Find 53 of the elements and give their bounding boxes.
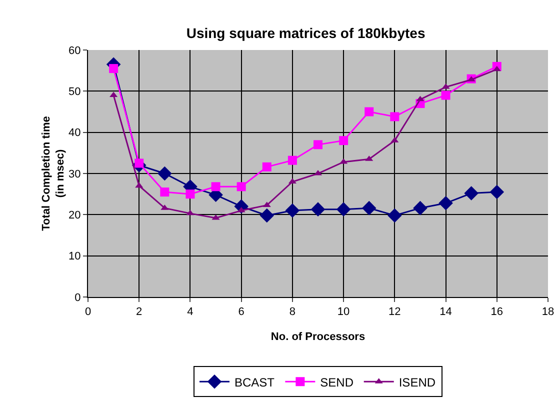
y-tick-label: 60	[68, 44, 81, 57]
chart-title: Using square matrices of 180kbytes	[186, 25, 426, 42]
y-tick-label: 40	[68, 127, 81, 140]
x-tick-label: 18	[542, 306, 554, 318]
point	[260, 208, 274, 223]
point	[464, 186, 478, 200]
point	[490, 184, 504, 200]
x-axis-title: No. of Processors	[270, 331, 366, 343]
point	[109, 64, 118, 74]
point	[236, 182, 246, 192]
point	[135, 182, 144, 188]
x-tick-label: 14	[440, 306, 452, 318]
x-tick-label: 2	[136, 306, 142, 318]
legend-label: ISEND	[398, 375, 436, 390]
x-tick-label: 4	[187, 306, 194, 318]
point	[186, 190, 195, 199]
x-tick-label: 10	[337, 306, 350, 318]
point	[110, 92, 118, 98]
point	[441, 90, 450, 100]
point	[186, 210, 194, 216]
x-tick-label: 6	[238, 306, 244, 318]
x-tick-label: 0	[84, 306, 92, 318]
x-tick-label: 12	[388, 306, 401, 318]
point	[158, 166, 172, 181]
point	[336, 202, 351, 216]
point	[390, 112, 400, 122]
y-axis-title: Total Completion time (in msec)	[40, 116, 67, 231]
point	[212, 214, 220, 220]
y-tick-label: 10	[68, 250, 81, 263]
y-tick-label: 50	[68, 86, 81, 98]
point	[262, 162, 272, 172]
y-tick-label: 0	[74, 292, 81, 304]
y-tick-label: 20	[68, 210, 81, 222]
point	[310, 202, 326, 216]
point	[339, 136, 348, 146]
point	[340, 158, 348, 164]
x-tick-label: 16	[490, 306, 504, 318]
legend-label: SEND	[320, 375, 354, 390]
point	[362, 200, 376, 216]
point	[388, 208, 402, 223]
point	[438, 196, 453, 210]
point	[413, 200, 428, 216]
y-tick-label: 30	[68, 168, 81, 180]
point	[492, 66, 501, 72]
point	[364, 107, 374, 116]
legend-label: BCAST	[234, 375, 276, 390]
point	[288, 156, 297, 165]
x-tick-label: 8	[289, 306, 296, 318]
point	[285, 203, 300, 218]
point	[314, 140, 322, 150]
point	[211, 182, 220, 192]
point	[160, 188, 170, 197]
point	[416, 96, 424, 102]
